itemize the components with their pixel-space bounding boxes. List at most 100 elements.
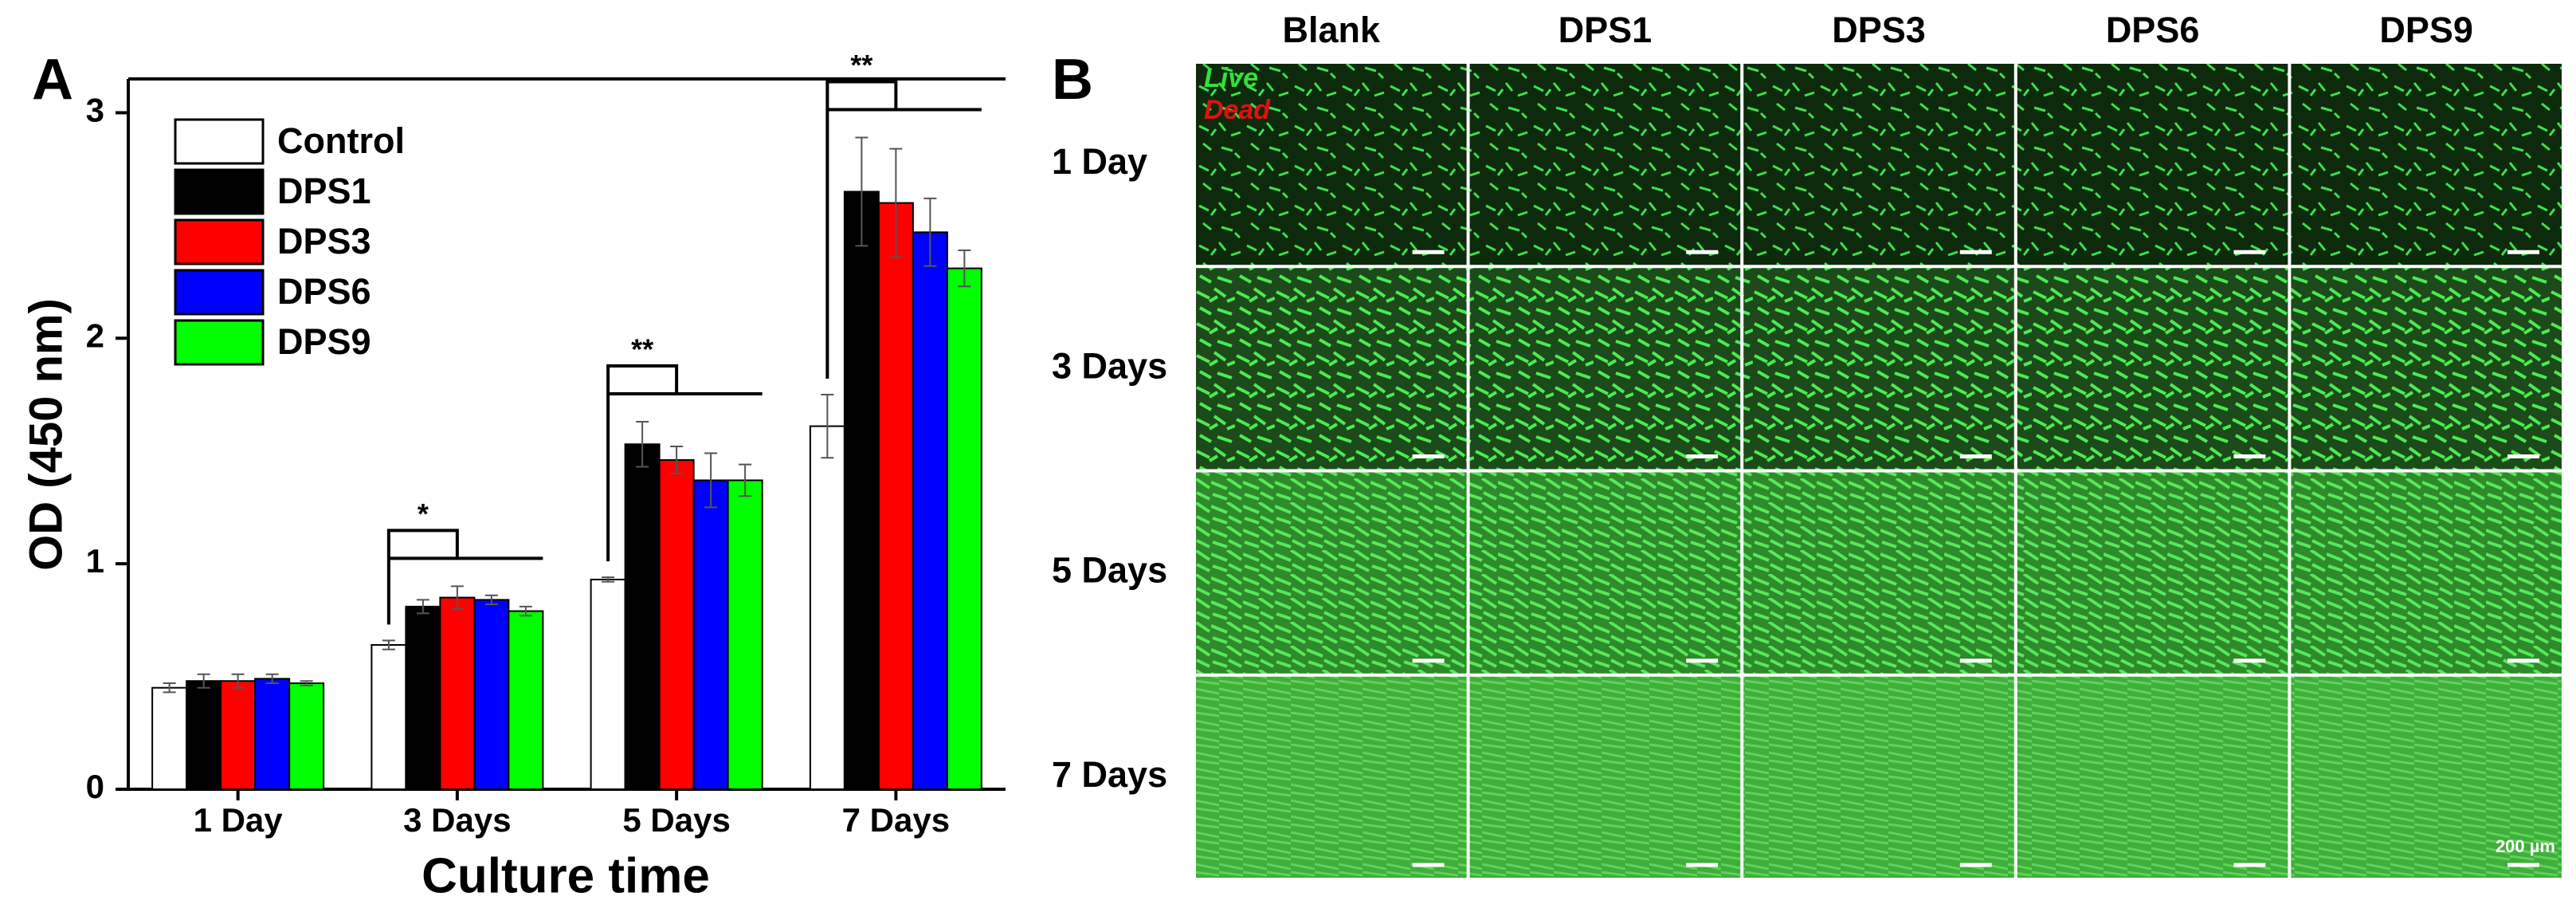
legend-label: DPS3 <box>277 221 371 261</box>
bar <box>254 678 291 791</box>
bar <box>371 643 407 790</box>
error-bar <box>197 673 210 689</box>
micrograph <box>1469 268 1741 470</box>
legend-swatch <box>174 269 265 316</box>
legend-label: DPS6 <box>277 271 371 312</box>
bar <box>843 191 880 790</box>
micrograph <box>2291 64 2562 265</box>
bar <box>508 610 544 790</box>
micrograph <box>1743 472 2014 674</box>
column-label: DPS9 <box>2379 10 2473 50</box>
column-label: Blank <box>1283 10 1382 50</box>
micrograph <box>1469 676 1741 878</box>
error-bar <box>163 682 176 694</box>
scale-bar-label: 200 µm <box>2496 836 2555 856</box>
micrograph <box>1743 64 2014 265</box>
legend-swatch <box>174 118 265 165</box>
column-label: DPS3 <box>1832 10 1926 50</box>
error-bar <box>821 394 834 459</box>
bar <box>658 459 695 790</box>
legend-swatch <box>174 218 265 265</box>
significance-label: * <box>418 497 429 530</box>
bar <box>692 479 729 790</box>
bar <box>809 425 845 790</box>
error-bar <box>484 594 498 606</box>
micrograph <box>1743 268 2014 470</box>
bar <box>877 202 914 791</box>
bar <box>288 682 325 790</box>
x-tick-label: 1 Day <box>194 801 284 839</box>
bar <box>624 443 661 790</box>
micrograph <box>2291 472 2562 674</box>
bar <box>405 605 441 791</box>
bar <box>727 479 763 790</box>
bar <box>220 680 257 790</box>
y-tick-label: 2 <box>86 316 104 354</box>
micrograph <box>2017 676 2288 878</box>
significance-bracket <box>606 364 763 562</box>
row-label: 7 Days <box>1052 754 1167 795</box>
y-tick-label: 1 <box>86 542 104 580</box>
bar <box>186 680 222 790</box>
row-label: 5 Days <box>1052 550 1167 591</box>
x-tick-label: 5 Days <box>622 801 730 839</box>
micrograph <box>2291 676 2562 878</box>
error-bar <box>416 599 429 615</box>
micrograph <box>1469 64 1741 265</box>
error-bar <box>855 136 868 247</box>
legend-label: DPS1 <box>277 171 371 211</box>
error-bar <box>519 605 532 617</box>
bar <box>473 599 510 791</box>
error-bar <box>923 197 937 267</box>
micrograph <box>2291 268 2562 470</box>
column-label: DPS6 <box>2106 10 2200 50</box>
error-bar <box>958 249 971 288</box>
significance-label: ** <box>631 332 653 365</box>
bar <box>946 267 982 791</box>
micrograph <box>1196 472 1467 674</box>
micrograph <box>1469 472 1741 674</box>
error-bar <box>450 585 464 610</box>
legend-label: Control <box>277 120 405 161</box>
legend-label: DPS9 <box>277 321 371 362</box>
micrograph <box>1196 676 1467 878</box>
significance-bracket <box>386 529 543 625</box>
row-label: 3 Days <box>1052 345 1167 386</box>
y-tick-label: 0 <box>86 768 104 805</box>
significance-label: ** <box>850 49 872 81</box>
y-axis-title: OD (450 nm) <box>20 298 72 571</box>
x-tick-label: 7 Days <box>842 801 950 839</box>
panel-label: B <box>1052 48 1093 112</box>
error-bar <box>231 673 245 689</box>
bar <box>151 686 188 791</box>
micrograph <box>1743 676 2014 878</box>
micrograph <box>2017 268 2288 470</box>
legend-swatch <box>174 319 265 366</box>
column-label: DPS1 <box>1559 10 1653 50</box>
x-tick-label: 3 Days <box>403 801 511 839</box>
micrograph <box>1196 64 1467 265</box>
error-bar <box>265 673 279 685</box>
micrograph <box>1196 268 1467 470</box>
x-axis-title: Culture time <box>421 848 710 903</box>
row-label: 1 Day <box>1052 141 1147 182</box>
error-bar <box>382 639 395 651</box>
error-bar <box>636 420 649 468</box>
bar <box>439 596 476 790</box>
legend-swatch <box>174 168 265 215</box>
stain-live: Live <box>1204 63 1258 93</box>
micrograph <box>2017 472 2288 674</box>
panel-label: A <box>32 48 73 112</box>
significance-bracket <box>825 80 982 379</box>
bar <box>912 231 948 791</box>
error-bar <box>704 452 718 509</box>
error-bar <box>602 576 615 583</box>
error-bar <box>670 446 684 474</box>
image-grid <box>1196 64 2562 878</box>
y-tick-label: 3 <box>86 92 104 129</box>
bar <box>590 578 626 790</box>
error-bar <box>300 680 313 686</box>
stain-dead: Dead <box>1204 95 1271 125</box>
error-bar <box>739 463 752 497</box>
